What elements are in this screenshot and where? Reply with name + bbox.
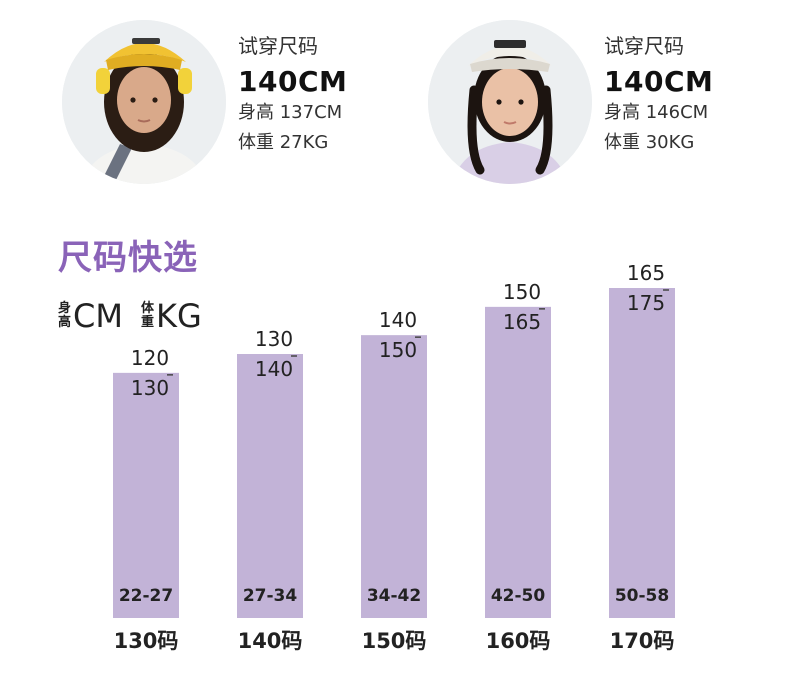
chart-legend: 身 高 CM 体 重 KG <box>58 296 202 336</box>
bar-170码 <box>609 288 675 618</box>
weight-char-2: 重 <box>140 315 154 330</box>
bar-height-min-label: 140 <box>379 308 417 332</box>
bar-weight-label: 50-58 <box>615 586 669 606</box>
bar-weight-label: 27-34 <box>243 586 298 606</box>
bar-height-min-label: 150 <box>503 280 541 304</box>
bar-height-max-label: 175 <box>627 291 665 315</box>
bar-height-min-label: 130 <box>255 327 293 351</box>
fit-size: 140CM <box>238 65 348 98</box>
bar-140码 <box>237 354 303 618</box>
bar-150码 <box>361 335 427 618</box>
bar-height-max-label: 165 <box>503 310 541 334</box>
height-char-2: 高 <box>58 315 72 330</box>
model-photo-1 <box>62 20 226 184</box>
model-height: 身高 137CM <box>238 102 343 123</box>
section-title: 尺码快选 <box>58 238 198 278</box>
height-legend-label: 身 高 <box>58 302 71 330</box>
height-unit: CM <box>73 297 123 335</box>
fit-label: 试穿尺码 <box>604 34 684 58</box>
girl-portrait-icon <box>428 20 592 184</box>
bar-130码 <box>113 372 179 618</box>
weight-legend: 体 重 KG <box>141 297 202 335</box>
model-photo-2 <box>428 20 592 184</box>
bar-160码 <box>485 306 551 618</box>
height-legend: 身 高 CM <box>58 297 123 335</box>
weight-legend-label: 体 重 <box>141 302 154 330</box>
bar-height-max-label: 130 <box>131 376 169 400</box>
bar-weight-label: 34-42 <box>367 586 421 606</box>
model-height: 身高 146CM <box>604 102 709 123</box>
fit-size: 140CM <box>604 65 714 98</box>
girl-portrait-icon <box>62 20 226 184</box>
fit-label: 试穿尺码 <box>238 34 318 58</box>
bar-height-min-label: 165 <box>627 261 665 285</box>
bar-height-max-label: 140 <box>255 357 293 381</box>
weight-unit: KG <box>155 297 202 335</box>
size-category-label: 130码 <box>114 629 179 653</box>
weight-char-1: 体 <box>140 301 154 316</box>
model-weight: 体重 30KG <box>604 132 695 153</box>
bar-height-min-label: 120 <box>131 346 169 370</box>
model-info-1: 试穿尺码 140CM 身高 137CM 体重 27KG <box>238 30 347 158</box>
bar-weight-label: 42-50 <box>491 586 546 606</box>
size-category-label: 140码 <box>238 629 303 653</box>
size-category-label: 150码 <box>362 629 427 653</box>
bar-height-max-label: 150 <box>379 338 417 362</box>
model-weight: 体重 27KG <box>238 132 329 153</box>
model-info-2: 试穿尺码 140CM 身高 146CM 体重 30KG <box>604 30 713 158</box>
height-char-1: 身 <box>58 301 72 316</box>
bar-weight-label: 22-27 <box>119 586 173 606</box>
size-category-label: 170码 <box>610 629 675 653</box>
size-category-label: 160码 <box>486 629 551 653</box>
